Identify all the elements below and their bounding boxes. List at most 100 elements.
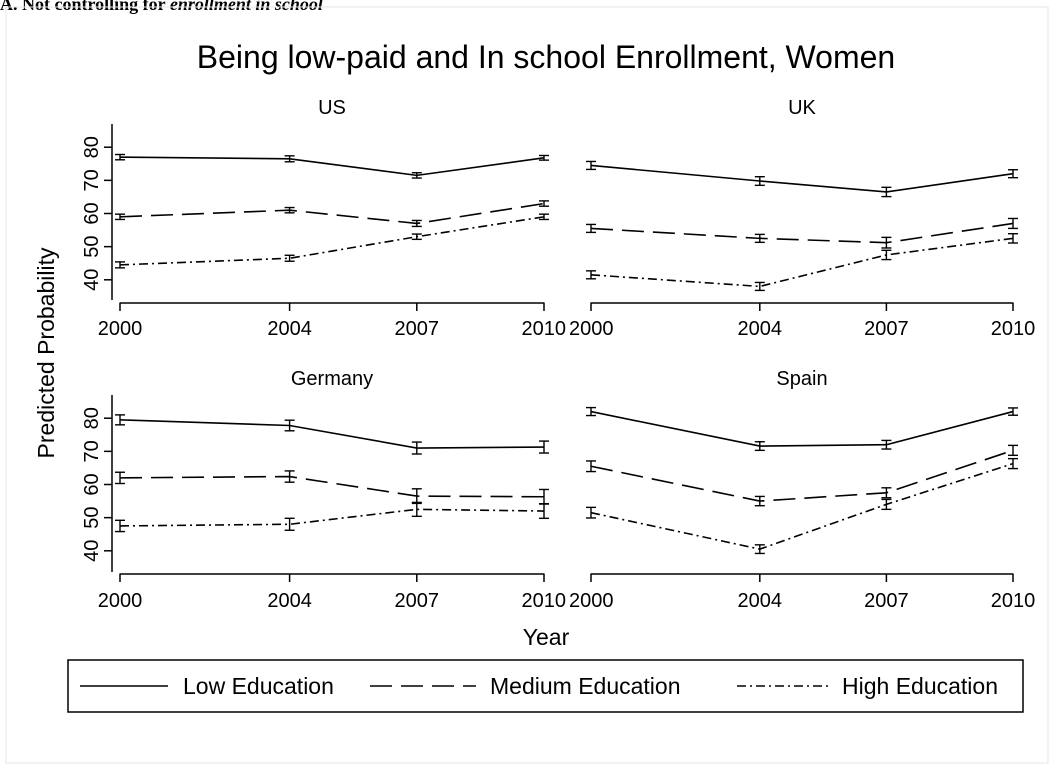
error-bar-low-education xyxy=(754,441,765,452)
error-bar-high-education xyxy=(881,249,892,261)
error-bar-medium-education xyxy=(1008,444,1018,457)
panel-germany: Germany 2000 2004 2007 2010 40 50 60 70 80 xyxy=(81,368,566,612)
error-bar-high-education xyxy=(115,261,125,269)
error-bar-low-education xyxy=(586,406,596,417)
error-bar-low-education xyxy=(411,441,422,455)
legend-item-low-education: Low Education xyxy=(80,673,334,699)
legend-label: Medium Education xyxy=(490,673,681,699)
error-bar-low-education xyxy=(539,440,549,454)
error-bar-high-education xyxy=(754,281,765,292)
error-bar-low-education xyxy=(115,153,125,161)
error-bar-medium-education xyxy=(586,460,596,473)
error-bar-high-education xyxy=(586,270,596,280)
x-tick-label: 2000 xyxy=(569,590,614,612)
error-bar-medium-education xyxy=(411,219,422,228)
error-bar-low-education xyxy=(586,160,596,171)
error-bar-low-education xyxy=(1008,169,1018,179)
error-bar-medium-education xyxy=(754,495,765,507)
error-bar-low-education xyxy=(284,419,295,432)
error-bar-medium-education xyxy=(881,236,892,249)
panels: US 2000 2004 2007 2010 40 50 60 70 80 UK 2000 2004 20… xyxy=(81,97,1035,612)
series-line-medium-education xyxy=(590,449,1014,502)
x-tick-label: 2004 xyxy=(738,590,783,612)
error-bar-high-education xyxy=(1008,457,1018,470)
x-axis-title: Year xyxy=(523,624,570,650)
y-tick-label: 40 xyxy=(81,540,103,562)
y-tick-label: 50 xyxy=(81,507,103,529)
y-tick-label: 70 xyxy=(81,440,103,462)
series-line-high-education xyxy=(590,237,1014,288)
error-bar-high-education xyxy=(754,544,765,555)
error-bar-high-education xyxy=(115,519,125,533)
series-line-low-education xyxy=(119,419,545,449)
panel-title: US xyxy=(318,97,346,119)
panel-title: Spain xyxy=(776,368,827,390)
error-bar-high-education xyxy=(284,517,295,531)
error-bar-high-education xyxy=(284,254,295,262)
x-tick-label: 2000 xyxy=(98,590,143,612)
legend-box xyxy=(67,659,1024,713)
error-bar-medium-education xyxy=(115,213,125,221)
series-line-low-education xyxy=(590,164,1014,193)
error-bar-high-education xyxy=(1008,233,1018,244)
error-bar-medium-education xyxy=(586,223,596,234)
error-bar-medium-education xyxy=(881,487,892,499)
legend-item-medium-education: Medium Education xyxy=(370,673,681,699)
y-tick-label: 80 xyxy=(81,407,103,429)
x-tick-label: 2004 xyxy=(267,590,312,612)
error-bar-low-education xyxy=(411,172,422,179)
error-bar-low-education xyxy=(1008,407,1018,416)
panel-uk: UK 2000 2004 2007 2010 xyxy=(569,97,1035,340)
y-tick-label: 50 xyxy=(81,236,103,258)
error-bar-medium-education xyxy=(284,206,295,214)
series-line-high-education xyxy=(590,462,1014,550)
x-tick-label: 2000 xyxy=(98,318,143,340)
x-tick-label: 2010 xyxy=(522,590,567,612)
panel-title: Germany xyxy=(291,368,373,390)
legend-label: Low Education xyxy=(183,673,334,699)
series-line-high-education xyxy=(119,508,545,527)
x-tick-label: 2007 xyxy=(864,318,909,340)
error-bar-high-education xyxy=(411,233,422,241)
error-bar-low-education xyxy=(881,186,892,198)
error-bar-high-education xyxy=(539,213,549,221)
error-bar-medium-education xyxy=(754,233,765,244)
legend-label: High Education xyxy=(842,673,998,699)
series-line-medium-education xyxy=(590,222,1014,244)
x-tick-label: 2000 xyxy=(569,318,614,340)
error-bar-medium-education xyxy=(115,471,125,485)
panel-title: UK xyxy=(788,97,816,119)
x-tick-label: 2004 xyxy=(267,318,312,340)
series-line-low-education xyxy=(590,410,1014,447)
legend-item-high-education: High Education xyxy=(737,673,998,699)
error-bar-low-education xyxy=(284,155,295,163)
error-bar-low-education xyxy=(881,439,892,450)
panel-spain: Spain 2000 2004 2007 2010 xyxy=(569,368,1035,612)
x-tick-label: 2007 xyxy=(395,318,440,340)
y-tick-label: 80 xyxy=(81,136,103,158)
series-line-medium-education xyxy=(119,475,545,498)
error-bar-high-education xyxy=(881,498,892,511)
x-tick-label: 2007 xyxy=(395,590,440,612)
error-bar-high-education xyxy=(539,503,549,520)
series-line-medium-education xyxy=(119,202,545,225)
error-bar-medium-education xyxy=(539,200,549,207)
error-bar-medium-education xyxy=(1008,217,1018,230)
error-bar-high-education xyxy=(411,501,422,518)
x-tick-label: 2010 xyxy=(522,318,567,340)
plot-frame xyxy=(5,6,1049,764)
chart-title: Being low-paid and In school Enrollment,… xyxy=(197,39,895,75)
y-axis-title: Predicted Probability xyxy=(33,247,59,458)
error-bar-low-education xyxy=(115,414,125,426)
error-bar-low-education xyxy=(539,154,549,161)
y-tick-label: 40 xyxy=(81,269,103,291)
series-line-high-education xyxy=(119,216,545,266)
series-line-low-education xyxy=(119,156,545,177)
error-bar-low-education xyxy=(754,176,765,187)
x-tick-label: 2007 xyxy=(864,590,909,612)
x-tick-label: 2010 xyxy=(991,590,1036,612)
y-tick-label: 70 xyxy=(81,169,103,191)
x-tick-label: 2010 xyxy=(991,318,1036,340)
x-tick-label: 2004 xyxy=(738,318,783,340)
